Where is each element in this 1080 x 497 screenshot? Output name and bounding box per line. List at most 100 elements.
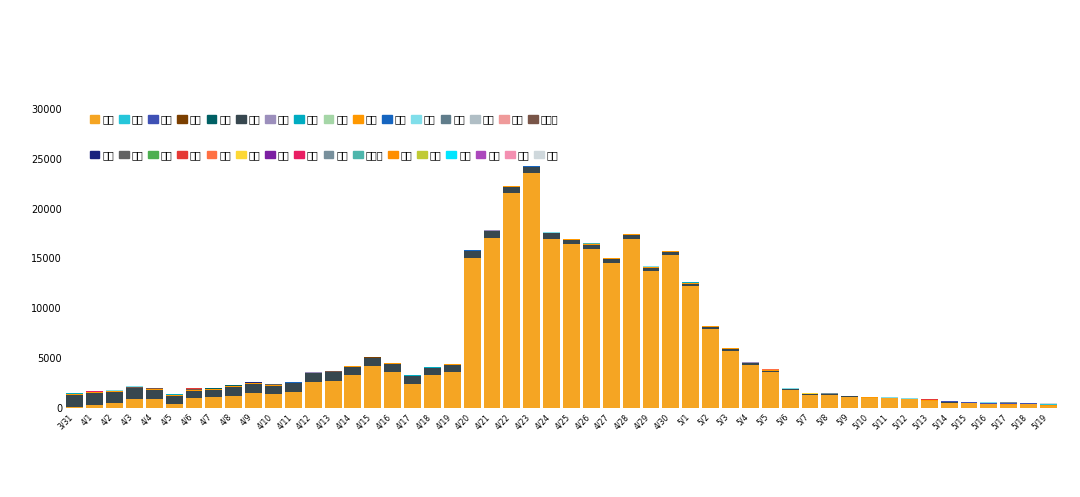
Bar [245, 383, 262, 384]
Bar [782, 389, 798, 391]
Bar [543, 239, 561, 408]
Bar [404, 376, 421, 384]
Bar [981, 403, 997, 404]
Bar [66, 407, 83, 408]
Bar [106, 404, 123, 408]
Bar [165, 405, 183, 408]
Bar [226, 387, 242, 396]
Bar [841, 397, 859, 408]
Bar [1000, 404, 1017, 405]
Bar [881, 399, 897, 408]
Bar [484, 231, 500, 238]
Bar [404, 384, 421, 408]
Bar [205, 390, 222, 398]
Bar [165, 395, 183, 396]
Bar [86, 405, 103, 408]
Bar [364, 358, 381, 366]
Bar [1040, 403, 1057, 404]
Bar [603, 259, 620, 263]
Bar [524, 166, 540, 167]
Bar [623, 239, 639, 408]
Bar [683, 284, 699, 286]
Bar [86, 392, 103, 393]
Bar [723, 351, 739, 408]
Bar [543, 233, 561, 239]
Bar [563, 240, 580, 245]
Bar [683, 283, 699, 284]
Bar [524, 173, 540, 408]
Bar [702, 330, 719, 408]
Bar [226, 386, 242, 387]
Bar [822, 395, 838, 408]
Bar [424, 375, 441, 408]
Bar [205, 389, 222, 390]
Bar [822, 394, 838, 395]
Bar [782, 391, 798, 408]
Bar [960, 402, 977, 403]
Bar [662, 251, 679, 252]
Bar [524, 167, 540, 173]
Bar [186, 398, 202, 408]
Bar [723, 348, 739, 349]
Bar [503, 186, 521, 187]
Bar [285, 384, 301, 392]
Bar [265, 386, 282, 394]
Bar [424, 368, 441, 375]
Bar [801, 394, 819, 396]
Bar [325, 372, 341, 381]
Bar [603, 258, 620, 259]
Bar [444, 372, 461, 408]
Bar [1000, 405, 1017, 408]
Bar [186, 390, 202, 391]
Bar [126, 387, 143, 388]
Bar [444, 365, 461, 372]
Bar [325, 381, 341, 408]
Bar [583, 249, 599, 408]
Bar [643, 271, 660, 408]
Bar [1040, 406, 1057, 408]
Bar [285, 392, 301, 408]
Bar [623, 235, 639, 239]
Bar [1021, 403, 1037, 404]
Bar [146, 390, 163, 400]
Bar [702, 326, 719, 327]
Bar [126, 388, 143, 389]
Bar [364, 366, 381, 408]
Bar [146, 400, 163, 408]
Bar [106, 392, 123, 404]
Bar [345, 367, 362, 375]
Bar [285, 383, 301, 384]
Bar [165, 396, 183, 405]
Bar [265, 385, 282, 386]
Bar [245, 393, 262, 408]
Bar [583, 245, 599, 249]
Bar [205, 398, 222, 408]
Bar [364, 357, 381, 358]
Bar [305, 382, 322, 408]
Bar [106, 391, 123, 392]
Bar [186, 391, 202, 398]
Bar [742, 363, 759, 365]
Bar [186, 389, 202, 390]
Bar [86, 393, 103, 405]
Bar [345, 366, 362, 367]
Bar [662, 252, 679, 255]
Bar [761, 371, 779, 372]
Bar [66, 395, 83, 407]
Bar [683, 286, 699, 408]
Bar [126, 400, 143, 408]
Bar [643, 267, 660, 271]
Bar [742, 365, 759, 408]
Bar [761, 372, 779, 408]
Bar [384, 372, 401, 408]
Bar [761, 370, 779, 371]
Bar [146, 389, 163, 390]
Bar [981, 404, 997, 408]
Bar [861, 398, 878, 408]
Bar [1021, 405, 1037, 408]
Bar [960, 404, 977, 408]
Bar [226, 396, 242, 408]
Bar [921, 401, 937, 408]
Bar [503, 193, 521, 408]
Bar [463, 251, 481, 258]
